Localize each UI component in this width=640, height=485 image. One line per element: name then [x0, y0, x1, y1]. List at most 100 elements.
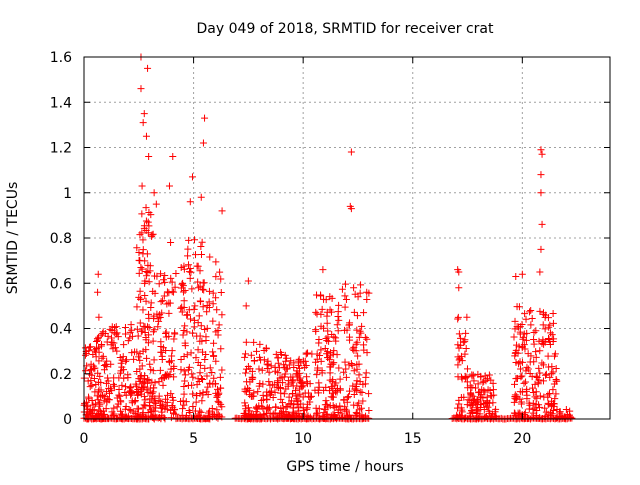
data-point: [518, 388, 526, 396]
data-point: [537, 245, 545, 253]
data-point: [165, 289, 173, 297]
data-point: [190, 323, 198, 331]
data-point: [317, 357, 325, 365]
data-point: [353, 365, 361, 373]
data-point: [277, 395, 285, 403]
data-point: [242, 338, 250, 346]
data-point: [165, 372, 173, 380]
data-point: [289, 411, 297, 419]
data-point: [143, 354, 151, 362]
data-point: [111, 344, 119, 352]
data-point: [213, 385, 221, 393]
data-point: [529, 384, 537, 392]
data-point: [293, 395, 301, 403]
data-point: [180, 327, 188, 335]
data-point: [116, 407, 124, 415]
data-point: [548, 363, 556, 371]
data-point: [138, 327, 146, 335]
data-point: [87, 377, 95, 385]
data-point: [342, 296, 350, 304]
data-point: [480, 377, 488, 385]
data-point: [144, 218, 152, 226]
data-point: [121, 330, 129, 338]
data-point: [527, 321, 535, 329]
data-point: [99, 392, 107, 400]
data-point: [189, 403, 197, 411]
x-tick-label: 10: [294, 431, 312, 447]
data-point: [536, 347, 544, 355]
data-point: [136, 365, 144, 373]
data-point: [522, 315, 530, 323]
data-point: [274, 354, 282, 362]
data-point: [284, 380, 292, 388]
data-point: [470, 377, 478, 385]
data-point: [94, 336, 102, 344]
data-point: [550, 380, 558, 388]
data-point: [477, 401, 485, 409]
data-point: [288, 379, 296, 387]
data-point: [157, 398, 165, 406]
data-point: [161, 271, 169, 279]
data-point: [137, 295, 145, 303]
data-point: [487, 376, 495, 384]
data-point: [467, 391, 475, 399]
data-point: [201, 355, 209, 363]
data-point: [95, 399, 103, 407]
data-point: [90, 365, 98, 373]
data-point: [206, 253, 214, 261]
data-point: [356, 327, 364, 335]
data-point: [551, 350, 559, 358]
data-point: [123, 356, 131, 364]
data-point: [541, 325, 549, 333]
data-point: [162, 346, 170, 354]
data-point: [130, 355, 138, 363]
data-point: [184, 366, 192, 374]
data-point: [455, 400, 463, 408]
data-point: [536, 392, 544, 400]
data-point: [484, 403, 492, 411]
data-point: [287, 400, 295, 408]
data-point: [338, 285, 346, 293]
data-point: [318, 305, 326, 313]
data-point: [357, 404, 365, 412]
data-point: [134, 332, 142, 340]
data-point: [363, 335, 371, 343]
data-point: [179, 331, 187, 339]
data-point: [330, 347, 338, 355]
data-point: [346, 387, 354, 395]
data-point: [458, 373, 466, 381]
data-point: [160, 276, 168, 284]
data-point: [480, 399, 488, 407]
data-point: [165, 309, 173, 317]
data-point: [156, 366, 164, 374]
data-point: [460, 393, 468, 401]
data-point: [212, 294, 220, 302]
data-point: [155, 378, 163, 386]
data-point: [341, 403, 349, 411]
data-point: [180, 367, 188, 375]
data-point: [293, 367, 301, 375]
data-point: [302, 350, 310, 358]
data-point: [457, 334, 465, 342]
data-point: [320, 324, 328, 332]
data-point: [324, 354, 331, 362]
data-point: [116, 369, 124, 377]
data-point: [177, 356, 185, 364]
data-point: [353, 377, 361, 385]
data-point: [136, 231, 144, 239]
data-point: [127, 391, 135, 399]
data-point: [193, 262, 201, 270]
data-point: [94, 270, 102, 278]
data-point: [169, 396, 177, 404]
data-point: [198, 238, 206, 246]
data-point: [527, 306, 535, 314]
data-point: [532, 348, 540, 356]
data-point: [199, 139, 207, 147]
data-point: [355, 371, 363, 379]
data-point: [140, 322, 148, 330]
data-point: [108, 334, 116, 342]
data-point: [102, 405, 110, 413]
ticks-layer: 0 0.2 0.4 0.6 0.8 1 1.2 1.4 1.6 0 5 10 15 20: [50, 50, 610, 447]
data-point: [141, 372, 149, 380]
data-point: [194, 319, 202, 327]
